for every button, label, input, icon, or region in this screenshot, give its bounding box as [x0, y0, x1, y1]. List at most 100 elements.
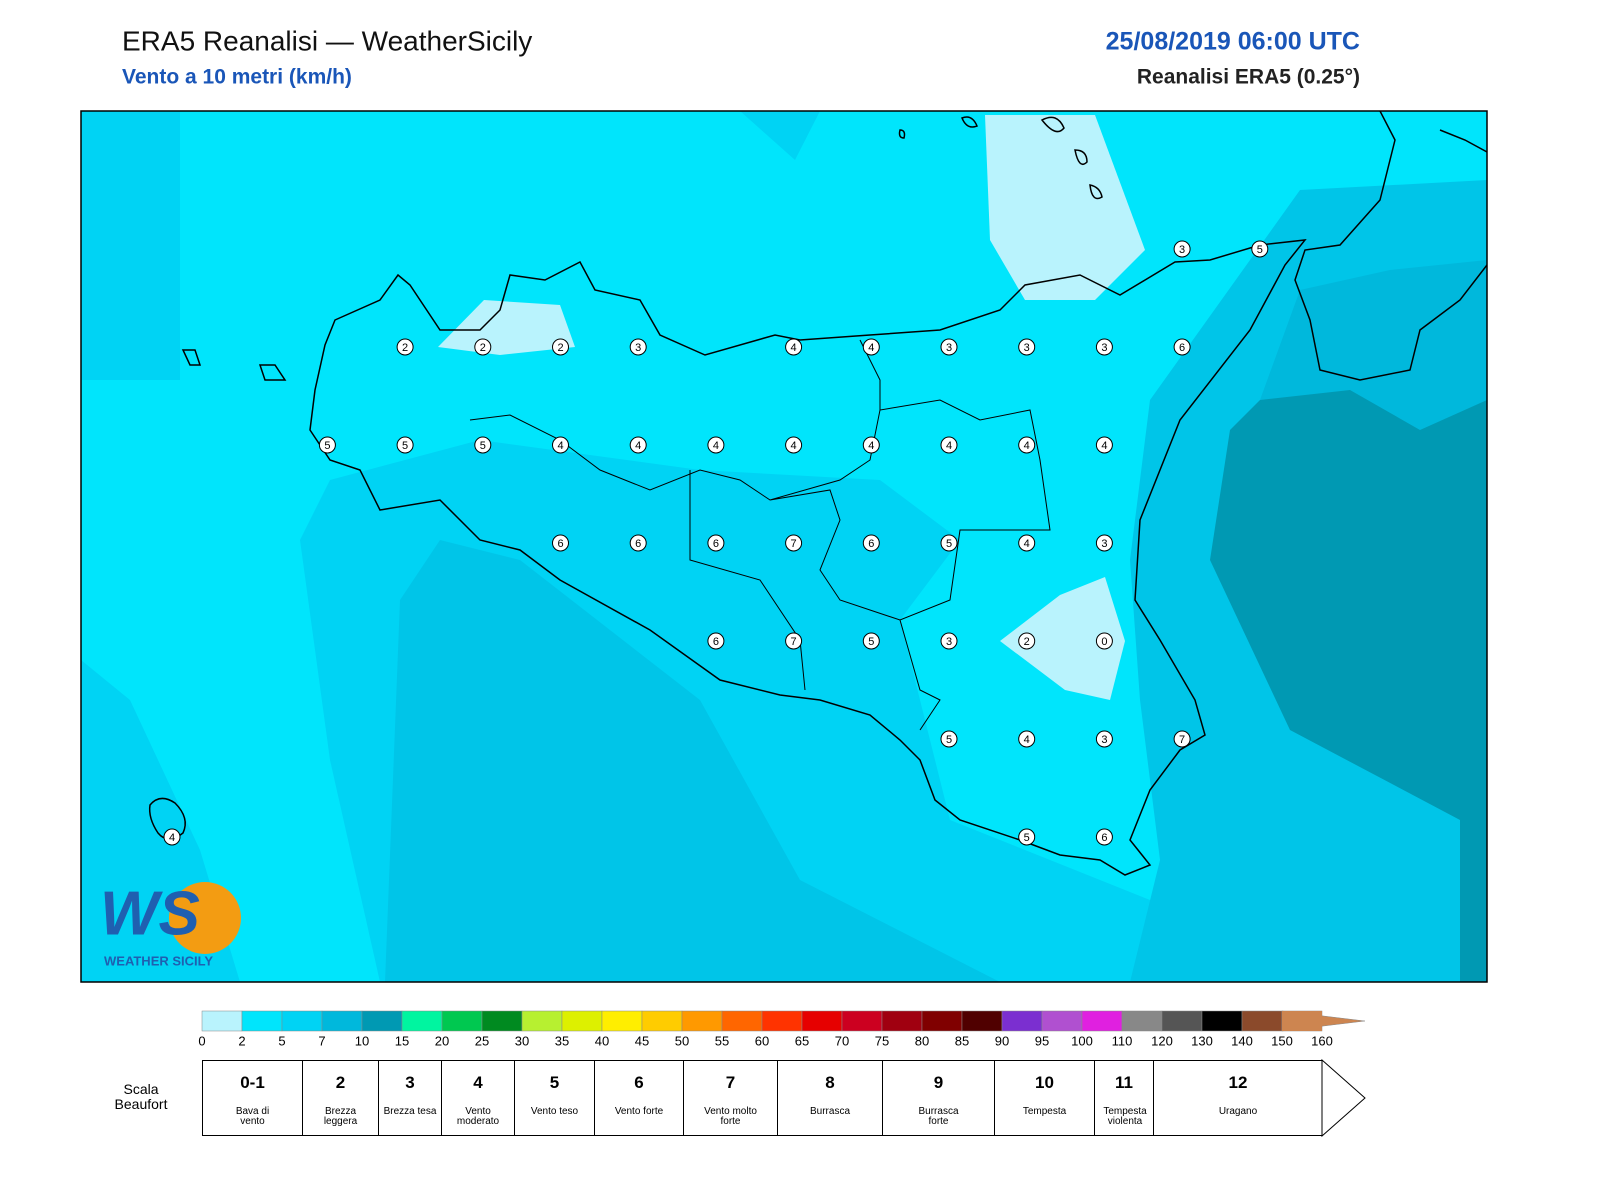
calabria-coast [1294, 111, 1487, 381]
beaufort-level: 8 Burrasca [777, 1060, 882, 1136]
station-marker [1095, 730, 1113, 748]
beaufort-description: Brezza tesa [383, 1106, 437, 1117]
station-value: 5 [324, 440, 330, 452]
station-value: 2 [480, 342, 486, 354]
station-marker [163, 828, 181, 846]
beaufort-description: Vento forte [614, 1106, 664, 1117]
beaufort-description: Uragano [1218, 1106, 1258, 1117]
station-value: 5 [868, 636, 874, 648]
station-value: 5 [946, 734, 952, 746]
beaufort-level: 6 Vento forte [594, 1060, 683, 1136]
colorbar-box [1081, 1010, 1123, 1032]
station-marker [629, 534, 647, 552]
colorbar-box [441, 1010, 483, 1032]
station-value: 6 [1179, 342, 1185, 354]
station-marker [1251, 240, 1269, 258]
station-value: 3 [1101, 342, 1107, 354]
colorbar-tick-label: 5 [278, 1033, 285, 1048]
station-marker [1173, 730, 1191, 748]
station-marker [396, 436, 414, 454]
station-value: 5 [946, 538, 952, 550]
colorbar-tick-label: 50 [675, 1033, 689, 1048]
beaufort-description: Burrasca forte [918, 1106, 959, 1127]
beaufort-force: 0-1 [240, 1073, 265, 1092]
station-marker [785, 338, 803, 356]
colorbar-box [881, 1010, 923, 1032]
station-value: 7 [791, 538, 797, 550]
station-value: 4 [713, 440, 719, 452]
zone [1210, 390, 1487, 982]
station-marker [1018, 730, 1036, 748]
station-value: 2 [557, 342, 563, 354]
station-marker [707, 534, 725, 552]
calm-zone [438, 300, 575, 355]
station-value: 6 [557, 538, 563, 550]
colorbar-tick-label: 45 [635, 1033, 649, 1048]
station-value: 4 [791, 440, 797, 452]
station-marker [785, 632, 803, 650]
station-value: 4 [868, 342, 874, 354]
colorbar: 0 2 5 7 10 15 20 25 30 35 40 45 50 55 60 65 70 75 80 85 90 95… [198, 1010, 1366, 1048]
station-marker [1095, 338, 1113, 356]
colorbar-box [641, 1010, 683, 1032]
station-marker [940, 730, 958, 748]
logo: WS WEATHER SICILY [100, 879, 241, 968]
beaufort-label: Scala Beaufort [115, 1081, 168, 1112]
station-value: 5 [402, 440, 408, 452]
beaufort-description: Tempesta [1022, 1106, 1067, 1117]
beaufort-force: 2 [335, 1073, 346, 1092]
colorbar-box [401, 1010, 443, 1032]
colorbar-tick-label: 65 [795, 1033, 809, 1048]
station-marker [862, 632, 880, 650]
colorbar-tick-label: 140 [1231, 1033, 1253, 1048]
beaufort-level: 9 Burrasca forte [882, 1060, 994, 1136]
station-marker [1018, 828, 1036, 846]
station-value: 3 [946, 636, 952, 648]
station-marker [940, 338, 958, 356]
station-value: 4 [1101, 440, 1107, 452]
colorbar-tick-label: 55 [715, 1033, 729, 1048]
station-marker [707, 436, 725, 454]
station-value: 3 [1101, 538, 1107, 550]
beaufort-description: Bava di vento [235, 1106, 270, 1127]
sicily-coast [309, 239, 1307, 876]
beaufort-force: 6 [634, 1073, 644, 1092]
station-value: 6 [713, 636, 719, 648]
date: 25/08/2019 06:00 UTC [1106, 28, 1360, 56]
station-marker [318, 436, 336, 454]
beaufort-description: Vento teso [530, 1106, 579, 1117]
colorbar-tick-label: 80 [915, 1033, 929, 1048]
station-value: 4 [946, 440, 952, 452]
station-marker [862, 436, 880, 454]
province-border [899, 619, 941, 731]
station-value: 4 [1024, 538, 1030, 550]
colorbar-box [321, 1010, 363, 1032]
station-marker [785, 436, 803, 454]
colorbar-tick-label: 30 [515, 1033, 529, 1048]
colorbar-tick-label: 70 [835, 1033, 849, 1048]
beaufort-force: 12 [1228, 1073, 1248, 1092]
station-marker [1018, 632, 1036, 650]
station-value: 3 [1101, 734, 1107, 746]
colorbar-tick-label: 75 [875, 1033, 889, 1048]
logo-letters: WS [100, 879, 200, 948]
beaufort-force: 9 [933, 1073, 944, 1092]
beaufort-level: 7 Vento molto forte [683, 1060, 777, 1136]
colorbar-tick-label: 40 [595, 1033, 609, 1048]
station-value: 4 [557, 440, 563, 452]
colorbar-box [801, 1010, 843, 1032]
beaufort-force: 8 [825, 1073, 835, 1092]
zone [385, 540, 1000, 982]
colorbar-tick-label: 15 [395, 1033, 409, 1048]
colorbar-tick-label: 7 [318, 1033, 325, 1048]
title: ERA5 Reanalisi — WeatherSicily [122, 25, 532, 56]
colorbar-box [761, 1010, 803, 1032]
colorbar-tick-label: 20 [435, 1033, 449, 1048]
colorbar-box [1121, 1010, 1163, 1032]
colorbar-tick-label: 35 [555, 1033, 569, 1048]
station-marker [1095, 828, 1113, 846]
station-marker [552, 534, 569, 552]
beaufort-description: Brezza leggera [323, 1106, 358, 1127]
